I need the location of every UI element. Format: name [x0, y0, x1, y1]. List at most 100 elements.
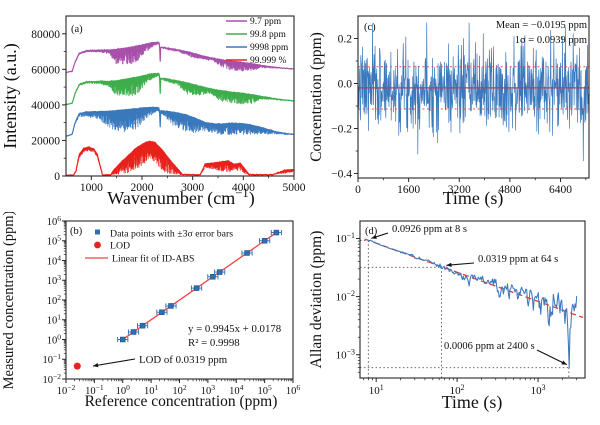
- legend-label-0: 9.7 ppm: [250, 17, 282, 27]
- ytick-label: 40000: [31, 100, 60, 112]
- xtick-label: 105: [257, 383, 272, 397]
- legend-label-1: 99.8 ppm: [250, 30, 287, 40]
- lod-arrow-line: [92, 358, 136, 367]
- xtick-label: 3000: [181, 182, 204, 194]
- spectrum-hairs-0: [74, 42, 279, 72]
- plot-frame: [65, 15, 295, 177]
- data-point: [130, 329, 137, 335]
- xtick-label: 100: [116, 383, 131, 397]
- arrow-64s-head: [446, 262, 452, 268]
- xtick-label: 2000: [131, 182, 154, 194]
- annotation-64s: 0.0319 ppm at 64 s: [478, 254, 558, 265]
- axis-title-y-a: Intensity (a.u.): [0, 43, 21, 148]
- panel-label-a: (a): [71, 24, 83, 35]
- xtick-label: 1600: [397, 184, 420, 196]
- legend-label-2: Linear fit of ID-ABS: [112, 254, 194, 265]
- data-point: [139, 322, 146, 329]
- arrow-2400s-line: [536, 349, 568, 366]
- data-point: [210, 274, 216, 280]
- ytick-label: 10−2: [336, 289, 355, 303]
- ytick-label: 0: [54, 171, 60, 183]
- fit-equation: y = 0.9945x + 0.0178: [188, 323, 281, 335]
- xtick-label: 101: [144, 383, 159, 397]
- panel-label-c: (c): [364, 22, 376, 33]
- lod-point: [73, 362, 81, 370]
- ytick-label: −0.2: [331, 124, 352, 136]
- lod-annotation: LOD of 0.0319 ppm: [139, 354, 228, 366]
- legend-label-1: LOD: [110, 241, 130, 252]
- ytick-label: 0.0: [338, 79, 353, 91]
- ytick-label: 106: [47, 214, 62, 228]
- ytick-label: 60000: [31, 64, 60, 76]
- axis-title-y-b: Measured concentration (ppm): [1, 212, 17, 389]
- ytick-label: 101: [47, 313, 62, 327]
- xtick-label: 103: [531, 383, 546, 397]
- fit-line: [122, 230, 279, 341]
- xtick-label: 1000: [80, 182, 103, 194]
- xtick-label: 102: [450, 383, 465, 397]
- ytick-label: 104: [47, 253, 62, 267]
- axis-title-x-d: Time (s): [442, 392, 503, 413]
- fit-r-squared: R² = 0.9998: [188, 337, 240, 349]
- panel-c-timeseries-plot: 0 1600 3200 4800 6400 −0.4 −0.2 0.0 0.2 (c) Mean =…: [308, 15, 590, 209]
- annotation-mean: Mean = −0.0195 ppm: [496, 20, 587, 31]
- panel-label-d: (d): [365, 226, 378, 237]
- xtick-label: 101: [369, 383, 384, 397]
- ytick-label: 10−3: [336, 347, 355, 361]
- lod-arrow-head: [93, 363, 99, 368]
- axis-title-x-c: Time (s): [443, 188, 504, 209]
- ytick-label: 10−2: [42, 372, 61, 386]
- data-point: [273, 229, 280, 236]
- axis-title-y-c: Concentration (ppm): [308, 32, 325, 162]
- panel-label-b: (b): [70, 226, 83, 237]
- legend-label-0: Data points with ±3σ error bars: [110, 229, 233, 240]
- legend-label-2: 9998 ppm: [250, 43, 289, 53]
- annotation-2400s: 0.0006 ppm at 2400 s: [444, 341, 535, 352]
- ytick-label: 100: [47, 332, 62, 346]
- xtick-label: 10−2: [57, 383, 76, 397]
- legend-square: [95, 229, 100, 235]
- spectrum-hairs-1: [74, 73, 285, 105]
- panel-b-calibration-plot: 10−2 10−1 100 101 102 103 104 105 106 10−2 10−1 100…: [1, 212, 301, 410]
- xtick-label: 106: [286, 383, 301, 397]
- spectrum-hairs-3: [74, 140, 295, 176]
- xtick-label: 103: [201, 383, 216, 397]
- spectrum-line-2: [65, 106, 295, 137]
- spectrum-line-0: [65, 41, 295, 74]
- data-point: [168, 303, 174, 309]
- legend-circle: [94, 241, 101, 249]
- xtick-label: 3200: [448, 184, 471, 196]
- plot-frame: [359, 220, 586, 379]
- arrow-8s-head: [371, 234, 377, 239]
- xtick-label: 6400: [549, 184, 572, 196]
- xtick-label: 4800: [498, 184, 521, 196]
- ytick-label: 20000: [31, 135, 60, 147]
- xtick-label: 0: [355, 184, 361, 196]
- legend-label-3: 99.999 %: [250, 56, 287, 66]
- panel-d-allan-plot: 101 102 103 10−1 10−2 10−3 (d) 0.0926 ppm at 8 …: [308, 220, 586, 413]
- annotation-sigma: 1σ = 0.0939 ppm: [515, 35, 587, 46]
- ytick-label: −0.4: [331, 169, 352, 181]
- ytick-label: 0.2: [338, 34, 353, 46]
- xtick-label: 104: [229, 383, 244, 397]
- spectrum-line-3: [65, 140, 295, 177]
- xtick-label: 102: [172, 383, 187, 397]
- data-point: [193, 285, 200, 291]
- xtick-label: 10−1: [85, 383, 104, 397]
- data-point: [159, 309, 165, 315]
- annotation-8s: 0.0926 ppm at 8 s: [392, 224, 467, 235]
- spectrum-line-1: [65, 72, 295, 106]
- data-point: [261, 238, 268, 244]
- data-point: [120, 336, 126, 343]
- ytick-label: 103: [47, 273, 62, 287]
- xtick-label: 5000: [283, 182, 306, 194]
- spectrum-hairs-2: [73, 106, 292, 136]
- plot-frame: [357, 15, 590, 179]
- ytick-label: 10−1: [42, 352, 61, 366]
- noise-signal: [357, 22, 590, 162]
- data-point: [216, 269, 223, 275]
- panel-a-spectra-plot: 1000 2000 3000 4000 5000 0 20000 40000 60000 8000…: [0, 15, 306, 209]
- data-point: [244, 250, 250, 256]
- axis-title-x-a: Wavenumber (cm−1​): [107, 186, 254, 209]
